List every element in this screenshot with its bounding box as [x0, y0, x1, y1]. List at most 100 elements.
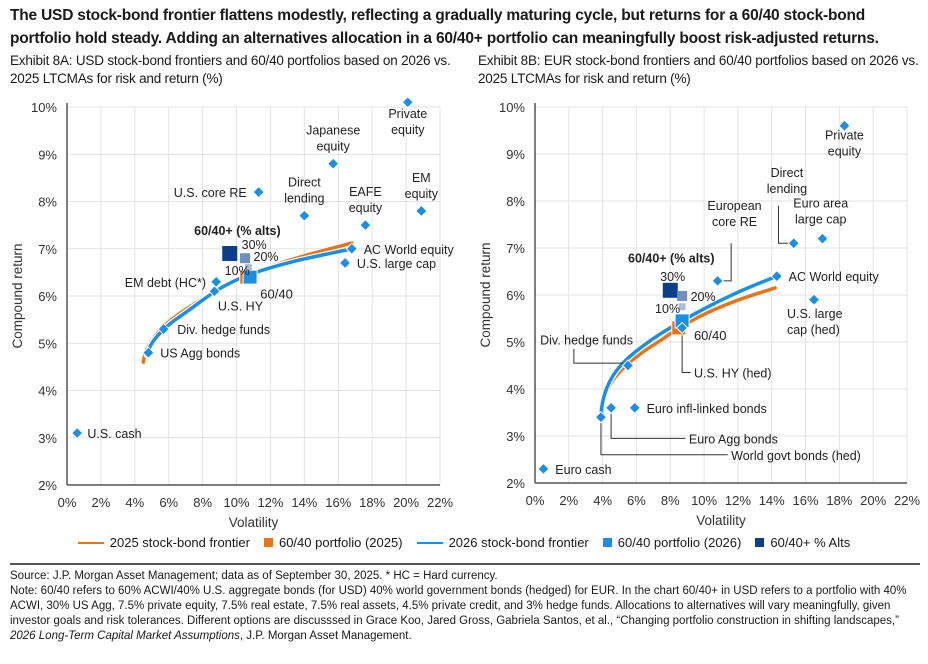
x-tick-label: 22% [894, 493, 920, 508]
x-tick-label: 10% [224, 495, 250, 510]
x-tick-label: 20% [860, 493, 886, 508]
asset-marker [142, 346, 155, 359]
alts-label: 20% [254, 250, 279, 264]
frontier-2026-line [599, 274, 779, 419]
y-tick-label: 10% [499, 100, 525, 115]
asset-label: World govt bonds (hed) [731, 449, 861, 463]
legend-item-alts: 60/40+ % Alts [755, 535, 850, 550]
y-axis-title: Compound return [10, 243, 25, 348]
leader-line [681, 327, 691, 374]
asset-marker [537, 462, 550, 476]
y-tick-label: 6% [38, 289, 57, 304]
legend-swatch [263, 538, 273, 547]
x-tick-label: 14% [759, 493, 785, 508]
asset-label: EM [412, 171, 431, 185]
asset-label: AC World equity [364, 243, 455, 257]
leader-line [610, 407, 686, 439]
gridlines [535, 106, 908, 483]
legend-swatch [77, 541, 104, 544]
asset-label: Direct [771, 166, 804, 180]
x-tick-label: 4% [125, 495, 144, 510]
legend-label: 60/40+ % Alts [770, 535, 851, 550]
asset-label: US Agg bonds [160, 347, 240, 361]
x-tick-label: 10% [691, 493, 717, 508]
asset-label: lending [767, 182, 807, 196]
asset-label: equity [317, 140, 351, 154]
y-tick-label: 8% [38, 195, 57, 210]
x-tick-label: 12% [257, 495, 283, 510]
x-tick-label: 22% [427, 495, 453, 510]
alts-marker-10pct [678, 303, 686, 311]
asset-marker [604, 401, 618, 415]
legend-label: 2026 stock-bond frontier [448, 535, 589, 550]
y-tick-label: 4% [38, 384, 57, 399]
x-tick-label: 0% [526, 493, 545, 508]
footer-divider [10, 563, 920, 565]
y-tick-label: 8% [506, 194, 525, 209]
x-tick-label: 2% [92, 495, 111, 510]
alts-marker-10pct [244, 264, 252, 272]
exhibit-8b-title: Exhibit 8B: EUR stock-bond frontiers and… [478, 53, 919, 86]
asset-label: U.S. cash [87, 427, 141, 441]
asset-label: Div. hedge funds [177, 323, 270, 337]
x-axis-title: Volatility [229, 515, 279, 530]
asset-label: Div. hedge funds [540, 334, 633, 348]
footer-notes: Source: J.P. Morgan Asset Management; da… [10, 569, 922, 644]
y-tick-label: 3% [38, 431, 57, 446]
alts-marker-30pct [222, 245, 238, 261]
legend-swatch [755, 538, 765, 547]
asset-marker [816, 232, 829, 245]
x-tick-label: 2% [559, 493, 578, 508]
x-tick-label: 0% [58, 495, 77, 510]
asset-label: U.S. core RE [174, 186, 247, 200]
asset-marker [209, 275, 223, 289]
asset-label: equity [391, 123, 425, 137]
alts-label: 10% [225, 264, 250, 278]
asset-marker [621, 359, 635, 372]
x-tick-label: 16% [793, 493, 819, 508]
asset-label: U.S. HY (hed) [694, 367, 772, 381]
y-tick-label: 3% [506, 429, 525, 444]
asset-label: U.S. HY [218, 299, 264, 313]
asset-label: lending [284, 192, 324, 206]
asset-marker [675, 321, 689, 335]
y-tick-label: 4% [506, 382, 525, 397]
y-tick-label: 9% [38, 147, 57, 162]
asset-label: European [707, 199, 761, 213]
asset-label: U.S. large [787, 307, 843, 321]
leader-line [573, 349, 623, 364]
x-tick-label: 6% [627, 493, 646, 508]
leader-line [600, 417, 728, 456]
asset-marker [359, 218, 372, 232]
x-tick-label: 14% [291, 495, 317, 510]
asset-label: Private [825, 128, 864, 142]
alts-label: 30% [660, 270, 685, 284]
legend-swatch [416, 541, 443, 544]
x-tick-label: 20% [393, 495, 419, 510]
gridlines [67, 106, 441, 485]
asset-label: equity [405, 187, 439, 201]
alts-marker-20pct [240, 253, 251, 264]
alts-title: 60/40+ (% alts) [628, 251, 715, 265]
asset-label: AC World equity [789, 270, 880, 284]
asset-marker [594, 410, 608, 424]
asset-marker [326, 157, 340, 170]
legend-label: 60/40 portfolio (2025) [278, 535, 403, 550]
asset-marker [401, 96, 414, 109]
y-tick-label: 5% [38, 336, 57, 351]
alts-title: 60/40+ (% alts) [194, 224, 281, 238]
y-tick-label: 2% [506, 476, 525, 491]
portfolio-label: 60/40 [260, 287, 293, 302]
asset-label: U.S. large cap [357, 257, 436, 271]
asset-marker [298, 209, 311, 222]
exhibit-8a-title: Exhibit 8A: USD stock-bond frontiers and… [10, 53, 451, 86]
methodology-note: Note: 60/40 refers to 60% ACWI/40% U.S. … [10, 585, 907, 642]
asset-marker [252, 185, 265, 199]
y-tick-label: 9% [506, 147, 525, 162]
legend-item-portfolio-2025: 60/40 portfolio (2025) [263, 535, 403, 550]
legend-label: 2025 stock-bond frontier [109, 535, 250, 550]
asset-marker [807, 293, 821, 306]
y-tick-label: 10% [31, 100, 57, 115]
asset-marker [208, 285, 221, 298]
y-tick-label: 5% [506, 335, 525, 350]
